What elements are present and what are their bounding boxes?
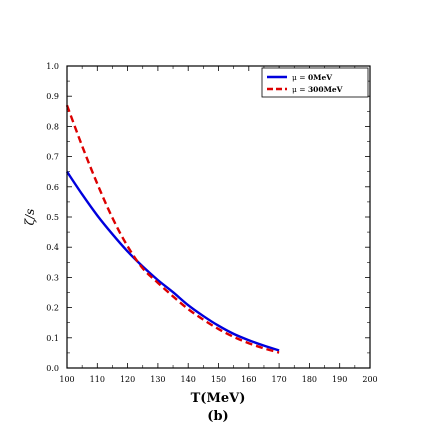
y-tick-label: 0.3 (46, 273, 59, 282)
x-tick-label: 120 (120, 375, 135, 384)
y-tick-label: 0.6 (46, 183, 59, 192)
y-tick-label: 0.4 (46, 243, 59, 252)
legend-box (261, 67, 369, 98)
series-line-1 (65, 104, 280, 354)
legend: μ = 0MeV μ = 300MeV (261, 67, 369, 98)
y-axis-label: ζ/s (23, 209, 37, 226)
legend-label-series-0: μ = 0MeV (292, 73, 332, 82)
x-axis-label: T(MeV) (191, 391, 246, 406)
y-tick-label: 0.1 (46, 334, 59, 343)
y-tick-label: 0.2 (46, 304, 59, 313)
x-tick-label: 180 (302, 375, 317, 384)
legend-value-series-1: 300MeV (308, 85, 343, 94)
legend-label-series-1: μ = 300MeV (292, 85, 343, 94)
x-tick-label: 110 (90, 375, 105, 384)
x-tick-label: 170 (271, 375, 286, 384)
x-tick-label: 130 (150, 375, 165, 384)
x-tick-label: 160 (241, 375, 256, 384)
ticks-layer: 100 110 120 130 140 150 160 170 180 190 200 0.0 0.1 0… (46, 62, 377, 384)
y-tick-label: 0.7 (46, 153, 59, 162)
figure-caption: (b) (207, 409, 228, 424)
x-tick-label: 200 (362, 375, 377, 384)
y-tick-label: 0.9 (46, 92, 59, 101)
y-tick-label: 0.8 (46, 122, 59, 131)
x-tick-label: 100 (59, 375, 74, 384)
series-layer (65, 104, 280, 354)
y-tick-label: 0.0 (46, 364, 59, 373)
y-tick-label: 0.5 (46, 213, 59, 222)
x-tick-label: 140 (181, 375, 196, 384)
plot-frame (66, 65, 371, 369)
x-tick-label: 190 (332, 375, 347, 384)
y-tick-label: 1.0 (46, 62, 59, 71)
legend-value-series-0: 0MeV (308, 73, 332, 82)
legend-prefix-series-0: μ = (292, 73, 308, 82)
series-line-0 (66, 171, 280, 352)
legend-prefix-series-1: μ = (292, 85, 308, 94)
x-tick-label: 150 (211, 375, 226, 384)
